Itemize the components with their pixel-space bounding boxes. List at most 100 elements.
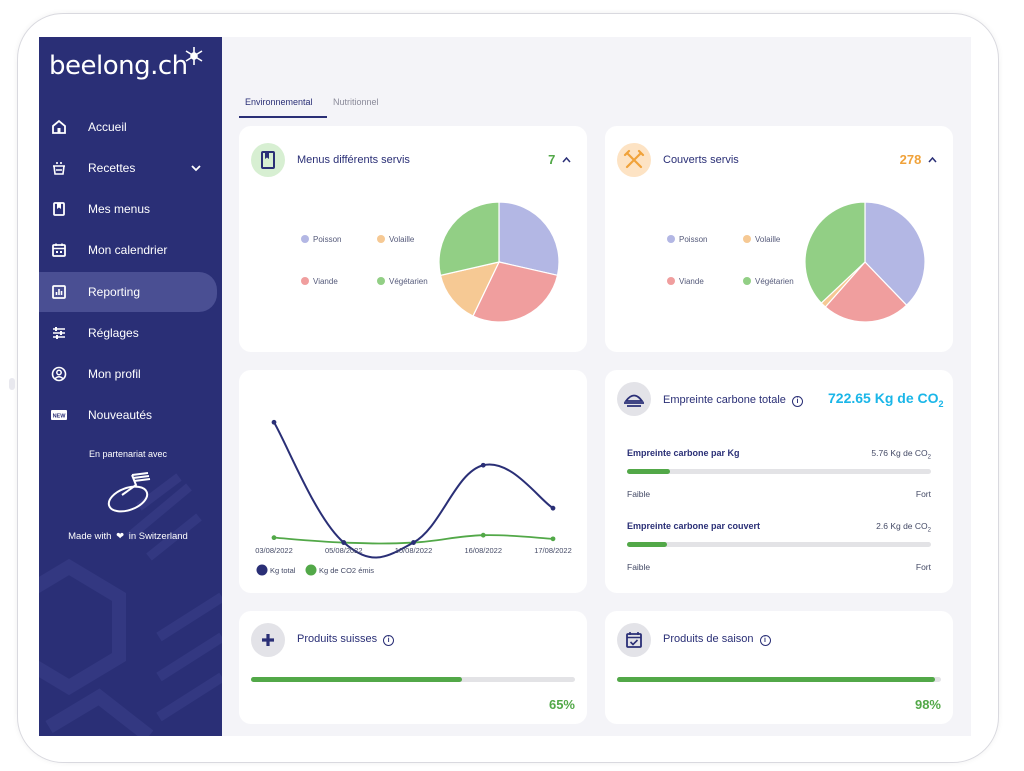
sidebar-item-label: Nouveautés [88, 408, 153, 422]
legend-vegetarien: Végétarien [377, 277, 428, 286]
x-tick-label: 05/08/2022 [325, 546, 363, 555]
new-badge-icon: NEW [51, 410, 67, 420]
sidebar-item-label: Reporting [88, 285, 141, 299]
carbon-per-couvert-label: Empreinte carbone par couvert [627, 521, 761, 531]
pie-slice-viande[interactable] [824, 261, 908, 323]
heart-icon: ❤ [116, 531, 125, 542]
sidebar-item-label: Mes menus [88, 202, 151, 216]
menus-count[interactable]: 7 [548, 152, 571, 167]
brand-logo[interactable]: beelong.ch [49, 51, 188, 81]
produits-saison-title: Produits de saison i [663, 633, 771, 646]
chart-icon [52, 285, 66, 299]
sidebar-item-label: Mon profil [88, 367, 141, 381]
sidebar-item-mes-menus[interactable]: Mes menus [39, 189, 217, 229]
sidebar-item-reglages[interactable]: Réglages [39, 313, 217, 353]
carbon-card-title: Empreinte carbone totale i [663, 394, 803, 407]
data-point[interactable] [411, 540, 416, 545]
menus-pie-chart [438, 201, 560, 323]
data-point[interactable] [271, 535, 277, 541]
menus-count-value: 7 [548, 152, 556, 167]
produits-saison-percent: 98% [914, 697, 941, 712]
carbon-per-kg-high: Fort [915, 489, 931, 499]
menu-book-icon [251, 143, 285, 177]
legend-viande: Viande [301, 277, 338, 286]
calendar-icon [52, 243, 66, 257]
data-point[interactable] [550, 505, 556, 511]
sidebar-item-label: Mon calendrier [88, 243, 168, 257]
info-icon[interactable]: i [759, 635, 771, 646]
made-with-suffix: in Switzerland [128, 531, 188, 542]
user-circle-icon [51, 366, 67, 382]
x-tick-label: 16/08/2022 [464, 546, 502, 555]
carbon-per-couvert-bar [627, 542, 931, 547]
home-icon [52, 119, 66, 134]
legend-label: Kg de CO2 émis [319, 566, 374, 575]
carbon-per-couvert-bar-fill [627, 542, 667, 547]
sliders-icon [53, 327, 65, 339]
sidebar-item-recettes[interactable]: Recettes [39, 148, 217, 188]
produits-suisses-bar [251, 677, 575, 682]
legend-poisson: Poisson [667, 235, 707, 244]
x-tick-label: 10/08/2022 [395, 546, 433, 555]
data-point[interactable] [480, 462, 486, 468]
pot-icon [53, 162, 65, 175]
produits-suisses-bar-fill [251, 677, 462, 682]
produits-suisses-percent: 65% [548, 697, 575, 712]
chevron-down-icon[interactable] [190, 162, 202, 174]
carbon-per-kg-label: Empreinte carbone par Kg [627, 448, 740, 458]
carbon-per-kg-value: 5.76 Kg de CO2 [871, 448, 931, 461]
legend-volaille: Volaille [743, 235, 780, 244]
produits-suisses-title: Produits suisses i [297, 633, 395, 646]
app-screen: beelong.ch Accueil Recettes Mes menus Mo… [39, 37, 971, 736]
sidebar-item-mon-calendrier[interactable]: Mon calendrier [39, 230, 217, 270]
tab-nutritionnel[interactable]: Nutritionnel [333, 97, 379, 107]
new-badge-text: NEW [53, 414, 67, 420]
couverts-card: Couverts servis 278 Poisson Volaille Via… [605, 126, 953, 352]
info-icon[interactable]: i [791, 396, 803, 407]
data-point[interactable] [271, 419, 277, 425]
sidebar-item-nouveautes[interactable]: NEW Nouveautés [39, 395, 217, 435]
sidebar-item-reporting[interactable]: Reporting [39, 272, 217, 312]
carbon-total-text: 722.65 Kg de CO [828, 390, 939, 406]
pie-slice-viande[interactable] [472, 261, 559, 323]
legend-volaille: Volaille [377, 235, 414, 244]
x-tick-label: 03/08/2022 [255, 546, 293, 555]
sidebar-item-label: Réglages [88, 326, 139, 340]
produits-saison-bar [617, 677, 941, 682]
cutlery-icon [617, 143, 651, 177]
pie-slice-volaille[interactable] [439, 261, 501, 317]
tab-environnemental[interactable]: Environnemental [245, 97, 313, 107]
legend-swatch[interactable] [256, 564, 268, 576]
carbon-card: Empreinte carbone totale i 722.65 Kg de C… [605, 370, 953, 593]
info-icon[interactable]: i [383, 635, 395, 646]
carbon-per-kg-bar-fill [627, 469, 670, 474]
chevron-up-icon[interactable] [562, 156, 571, 163]
legend-swatch[interactable] [305, 564, 317, 576]
pie-slice-végétarien[interactable] [438, 201, 500, 277]
series-line-kg-total [273, 421, 554, 559]
data-point[interactable] [550, 536, 556, 542]
chevron-up-icon[interactable] [928, 156, 937, 163]
sidebar: beelong.ch Accueil Recettes Mes menus Mo… [39, 37, 222, 736]
data-point[interactable] [480, 532, 486, 538]
pie-slice-poisson[interactable] [498, 201, 560, 277]
calendar-check-icon [617, 623, 651, 657]
pie-slice-végétarien[interactable] [804, 201, 866, 304]
pie-slice-poisson[interactable] [864, 201, 926, 307]
x-tick-label: 17/08/2022 [534, 546, 572, 555]
couverts-pie-chart [804, 201, 926, 323]
menus-card-title: Menus différents servis [297, 154, 410, 166]
sidebar-item-accueil[interactable]: Accueil [39, 107, 217, 147]
produits-saison-bar-fill [617, 677, 935, 682]
data-point[interactable] [341, 540, 347, 545]
made-with-love: Made with ❤ in Switzerland [39, 531, 217, 542]
sidebar-item-mon-profil[interactable]: Mon profil [39, 354, 217, 394]
couverts-count[interactable]: 278 [900, 152, 937, 167]
sidebar-item-label: Accueil [88, 120, 127, 134]
bee-star-icon [185, 47, 203, 65]
produits-saison-card: Produits de saison i 98% [605, 611, 953, 724]
line-chart-card: 03/08/2022 05/08/2022 10/08/2022 16/08/2022… [239, 370, 587, 593]
produits-suisses-card: Produits suisses i 65% [239, 611, 587, 724]
fourchette-verte-logo[interactable] [102, 471, 156, 515]
scale-icon [617, 382, 651, 416]
